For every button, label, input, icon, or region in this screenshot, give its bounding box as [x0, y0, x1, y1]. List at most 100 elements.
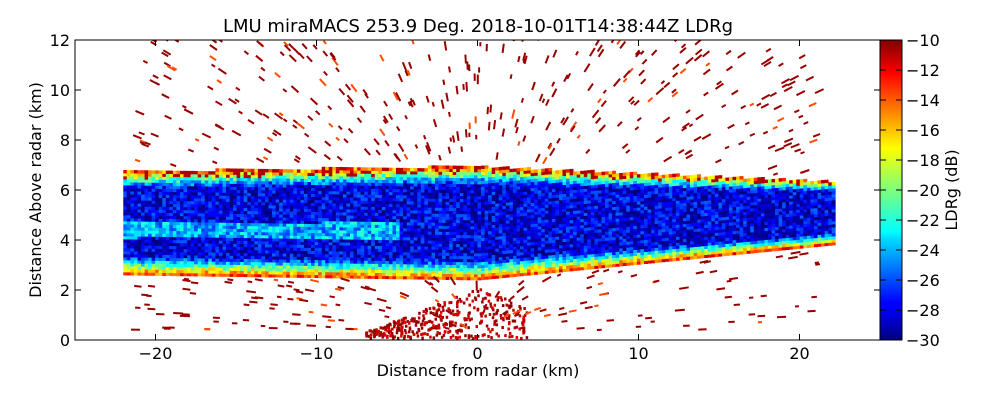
ldr-cell	[339, 215, 344, 219]
ldr-cell	[406, 237, 411, 241]
ldr-cell	[265, 226, 269, 230]
ldr-cell	[151, 194, 156, 198]
ldr-cell	[562, 175, 567, 179]
ldr-cell	[268, 205, 273, 209]
ldr-cell	[587, 230, 592, 234]
ldr-cell	[601, 252, 606, 257]
ldr-cell	[435, 180, 439, 184]
ldr-cell	[187, 242, 192, 247]
ldr-cell	[187, 227, 192, 232]
ldr-cell	[293, 274, 298, 278]
ldr-cell	[576, 261, 581, 265]
ldr-cell	[562, 262, 567, 266]
ldr-cell	[484, 228, 489, 232]
ldr-cell	[314, 229, 319, 234]
ldr-cell	[360, 224, 365, 228]
ldr-cell	[445, 165, 450, 169]
ldr-cell	[367, 269, 372, 273]
ldr-cell	[339, 275, 344, 279]
ldr-cell	[573, 264, 578, 268]
ldr-cell	[318, 175, 323, 180]
ldr-cell	[126, 170, 131, 174]
ldr-cell	[211, 231, 216, 235]
ldr-cell	[247, 225, 252, 230]
ldr-cell	[261, 186, 266, 191]
ldr-cell	[597, 205, 602, 209]
ldr-cell	[307, 247, 312, 251]
ldr-cell	[530, 202, 535, 207]
ldr-cell	[474, 204, 478, 209]
ldr-cell	[559, 175, 563, 180]
ldr-cell	[126, 248, 131, 252]
ldr-cell	[406, 240, 411, 244]
ldr-cell	[215, 258, 220, 262]
ldr-cell	[551, 248, 556, 253]
ldr-cell	[346, 245, 351, 249]
ldr-cell	[158, 266, 163, 270]
ldr-cell	[243, 252, 248, 257]
ldr-cell	[590, 187, 595, 192]
ldr-cell	[275, 178, 280, 182]
ldr-cell	[573, 186, 578, 190]
ldr-cell	[360, 191, 365, 195]
ldr-cell	[459, 243, 464, 248]
ldr-cell	[335, 212, 340, 216]
ldr-cell	[190, 185, 195, 190]
ldr-cell	[137, 212, 142, 216]
ldr-cell	[576, 243, 581, 247]
ldr-cell	[282, 259, 287, 263]
ldr-cell	[261, 240, 266, 245]
ldr-cell	[300, 241, 305, 245]
ldr-cell	[512, 249, 517, 253]
ldr-cell	[502, 172, 507, 176]
ldr-cell	[197, 246, 202, 250]
ldr-cell	[605, 207, 609, 211]
ldr-cell	[466, 195, 471, 200]
ldr-cell	[318, 205, 323, 210]
ldr-cell	[240, 213, 245, 217]
ldr-cell	[371, 194, 376, 198]
ldr-cell	[385, 254, 390, 259]
ldr-cell	[367, 206, 372, 210]
ldr-cell	[332, 166, 337, 171]
ldr-cell	[417, 240, 422, 244]
ldr-cell	[126, 176, 131, 180]
ldr-cell	[261, 231, 266, 236]
ldr-cell	[583, 176, 588, 180]
ldr-cell	[165, 224, 170, 228]
ldr-cell	[594, 232, 599, 236]
ldr-cell	[427, 216, 432, 220]
ldr-cell	[498, 208, 503, 213]
ldr-cell	[215, 270, 220, 274]
ldr-cell	[431, 246, 436, 250]
ldr-cell	[328, 166, 333, 171]
ldr-cell	[353, 179, 358, 183]
ldr-cell	[254, 252, 259, 257]
ldr-cell	[201, 171, 206, 175]
ldr-cell	[183, 185, 188, 190]
ldr-cell	[144, 236, 149, 240]
ldr-cell	[233, 231, 238, 235]
ldr-cell	[204, 225, 209, 229]
ldr-cell	[126, 188, 131, 192]
ldr-cell	[314, 196, 319, 201]
ldr-cell	[211, 198, 216, 202]
ldr-cell	[183, 230, 188, 235]
ldr-cell	[335, 233, 340, 237]
ldr-cell	[576, 180, 581, 184]
ldr-cell	[141, 230, 145, 234]
ldr-cell	[569, 261, 574, 266]
ldr-cell	[463, 267, 468, 272]
ldr-cell	[381, 185, 386, 189]
ldr-cell	[452, 246, 457, 250]
ldr-cell	[420, 183, 425, 187]
ldr-cell	[562, 172, 567, 176]
ldr-cell	[403, 185, 408, 190]
ldr-cell	[151, 218, 156, 222]
ldr-cell	[318, 241, 323, 246]
ldr-cell	[459, 168, 464, 173]
ldr-cell	[523, 239, 528, 243]
ldr-cell	[523, 203, 528, 207]
ldr-cell	[597, 226, 602, 230]
ldr-cell	[360, 239, 365, 243]
